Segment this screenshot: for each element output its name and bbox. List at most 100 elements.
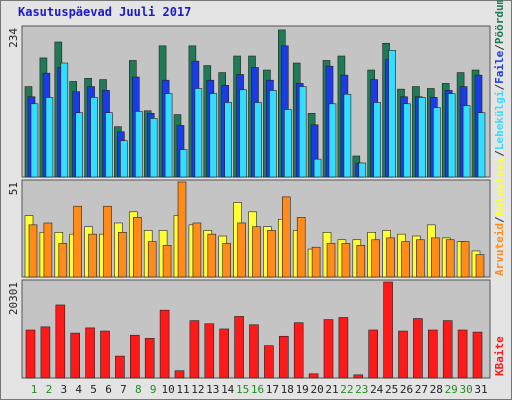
bar xyxy=(388,49,396,178)
x-tick-label: 17 xyxy=(266,383,279,396)
bar xyxy=(281,196,291,278)
bar xyxy=(326,243,336,278)
bar xyxy=(237,222,246,278)
legend-separator: / xyxy=(493,84,506,91)
x-tick-label: 16 xyxy=(251,383,264,396)
y-max-label: 20301 xyxy=(7,282,20,315)
legend-entry: Faile xyxy=(493,50,506,83)
bar xyxy=(298,86,307,178)
x-tick-label: 12 xyxy=(191,383,204,396)
bar xyxy=(445,239,455,278)
x-tick-label: 19 xyxy=(296,383,309,396)
bar xyxy=(442,320,453,379)
bar xyxy=(311,246,321,278)
bar xyxy=(252,226,261,278)
bar xyxy=(418,97,426,178)
bar xyxy=(398,330,408,379)
legend-entry: Lehekülgi xyxy=(493,90,506,150)
x-tick-label: 24 xyxy=(370,383,384,396)
bar xyxy=(58,243,68,278)
bar xyxy=(133,217,142,278)
x-tick-label: 5 xyxy=(90,383,97,396)
bar xyxy=(177,181,187,278)
x-tick-label: 7 xyxy=(120,383,127,396)
bar xyxy=(115,355,125,379)
bar xyxy=(239,89,247,178)
y-max-label: 51 xyxy=(7,182,20,195)
bar xyxy=(371,239,381,278)
x-tick-label: 2 xyxy=(46,383,53,396)
bar xyxy=(264,345,274,379)
bar xyxy=(293,322,304,379)
bar xyxy=(460,241,470,278)
bar xyxy=(269,90,277,178)
x-tick-label: 22 xyxy=(340,383,353,396)
x-tick-label: 15 xyxy=(236,383,249,396)
bar xyxy=(477,112,486,178)
bar xyxy=(135,111,143,178)
bar xyxy=(427,329,438,379)
bar xyxy=(234,316,244,379)
bar xyxy=(43,222,53,278)
bar xyxy=(278,335,289,379)
bar xyxy=(162,245,172,278)
bar xyxy=(73,205,82,278)
bar xyxy=(219,328,229,379)
bar xyxy=(28,224,38,278)
bar xyxy=(207,233,217,278)
bar xyxy=(343,93,352,178)
bar xyxy=(356,245,366,278)
bar xyxy=(296,217,306,278)
bar xyxy=(194,88,203,178)
bar xyxy=(224,102,232,178)
bar xyxy=(447,93,456,178)
bar xyxy=(100,330,110,379)
bar xyxy=(103,205,112,278)
bar xyxy=(249,324,259,379)
bar xyxy=(174,370,185,379)
bar xyxy=(192,222,202,278)
legend-entry: Pöördumisi xyxy=(493,0,506,44)
bar xyxy=(88,233,97,278)
bar xyxy=(75,112,83,178)
bar xyxy=(254,102,262,178)
bar xyxy=(144,338,155,379)
bar xyxy=(413,318,423,379)
x-tick-label: 31 xyxy=(474,383,487,396)
legend-entry: Arvuteid xyxy=(493,223,506,276)
x-tick-label: 13 xyxy=(206,383,219,396)
x-tick-label: 10 xyxy=(161,383,174,396)
x-tick-label: 20 xyxy=(310,383,323,396)
bar xyxy=(358,162,367,178)
bar xyxy=(432,107,441,178)
bar xyxy=(341,243,351,278)
x-tick-label: 18 xyxy=(281,383,294,396)
bar xyxy=(209,93,218,178)
bar xyxy=(40,326,51,379)
x-tick-label: 6 xyxy=(105,383,112,396)
bar xyxy=(430,237,440,278)
bar xyxy=(149,118,158,178)
bar xyxy=(323,319,334,379)
bar xyxy=(475,254,485,278)
bar xyxy=(338,317,349,379)
bar xyxy=(403,103,411,178)
y-max-label: 234 xyxy=(7,28,20,48)
legend-entry: KBaite xyxy=(493,336,506,376)
bar xyxy=(308,373,319,379)
legend-separator: / xyxy=(493,150,506,157)
bar xyxy=(267,230,276,278)
bar xyxy=(105,112,113,178)
bar xyxy=(368,329,379,379)
bar xyxy=(164,93,173,178)
bar xyxy=(118,231,127,278)
bar xyxy=(472,331,483,379)
bar xyxy=(353,374,364,379)
bar xyxy=(30,103,39,178)
x-tick-label: 14 xyxy=(221,383,235,396)
bar xyxy=(401,241,410,278)
bar xyxy=(189,320,200,379)
bar xyxy=(386,237,395,278)
bar xyxy=(383,281,393,379)
